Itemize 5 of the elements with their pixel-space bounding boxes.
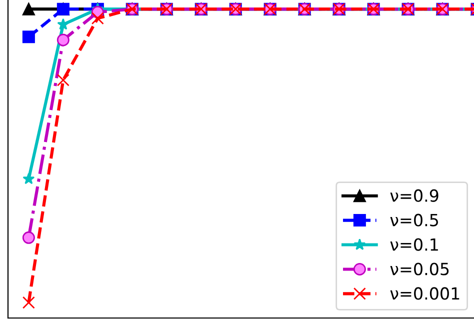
legend-label: ν=0.1 [390,238,438,251]
legend-label: ν=0.9 [390,189,438,202]
legend-label: ν=0.05 [390,262,449,276]
legend-label: ν=0.001 [390,287,460,300]
legend-label: ν=0.5 [390,214,438,226]
